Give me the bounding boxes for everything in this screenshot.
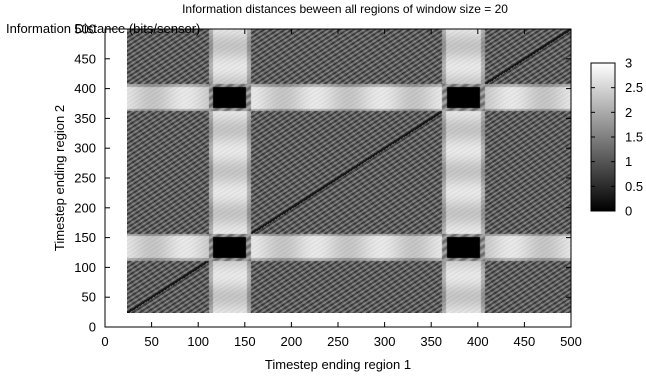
y-axis-label: Timestep ending region 2 [52,105,67,251]
x-tick-label: 450 [514,334,536,349]
y-tick-label: 150 [74,230,96,245]
x-tick-label: 0 [101,334,108,349]
x-axis-label: Timestep ending region 1 [265,357,411,372]
x-axis-ticks: 0 50 100 150 200 250 300 350 400 450 500 [101,29,582,349]
colorbar-tick-label: 2.5 [625,80,643,95]
colorbar-tick-label: 1.5 [625,130,643,145]
y-tick-label: 100 [74,260,96,275]
colorbar-tick-label: 3 [625,56,632,71]
x-tick-label: 250 [327,334,349,349]
y-tick-label: 450 [74,51,96,66]
y-tick-label: 350 [74,111,96,126]
colorbar-tick-label: 1 [625,154,632,169]
x-tick-label: 400 [467,334,489,349]
y-tick-label: 300 [74,141,96,156]
x-tick-label: 200 [281,334,303,349]
colorbar-tick-label: 2 [625,105,632,120]
heatmap-raster [127,29,571,313]
x-tick-label: 50 [144,334,158,349]
colorbar-ticks: 0 0.5 1 1.5 2 2.5 3 [591,56,643,219]
y-tick-label: 400 [74,81,96,96]
y-axis-ticks: 0 50 100 150 200 250 300 350 400 450 500 [74,22,571,335]
heatmap-image [127,29,571,313]
x-tick-label: 350 [420,334,442,349]
y-tick-label: 0 [89,320,96,335]
x-tick-label: 150 [234,334,256,349]
colorbar-tick-label: 0.5 [625,179,643,194]
y-tick-label: 200 [74,200,96,215]
x-tick-label: 300 [374,334,396,349]
colorbar-tick-label: 0 [625,204,632,219]
x-tick-label: 100 [187,334,209,349]
chart-title: Information distances beween all regions… [182,2,508,16]
y-tick-label: 500 [74,22,96,37]
y-tick-label: 250 [74,171,96,186]
y-tick-label: 50 [82,290,96,305]
x-tick-label: 500 [560,334,582,349]
